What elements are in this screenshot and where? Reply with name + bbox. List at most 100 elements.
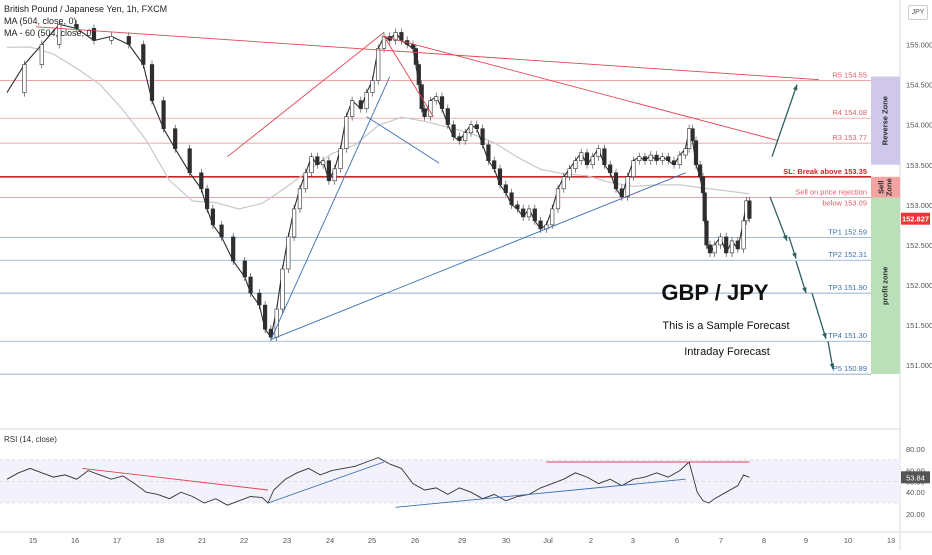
rsi-divergence-up: [267, 461, 385, 504]
candle-body: [262, 304, 268, 330]
candle-body: [642, 156, 648, 161]
x-tick-label: 29: [458, 536, 466, 545]
candle-body: [416, 64, 421, 85]
trendline-rise: [227, 32, 385, 158]
rsi-y-tick-label: 20.00: [906, 510, 925, 519]
candle-body: [370, 80, 375, 93]
y-tick-label: 151.000: [906, 361, 932, 370]
candle-body: [364, 92, 369, 109]
x-tick-label: 16: [71, 536, 79, 545]
candle-body: [526, 208, 532, 218]
candle-body: [683, 148, 688, 156]
candle-body: [637, 156, 642, 161]
candle-body: [474, 124, 479, 129]
candle-body: [199, 172, 204, 190]
candle-body: [231, 236, 236, 262]
x-tick-label: 22: [240, 536, 248, 545]
x-tick-label: 3: [631, 536, 635, 545]
zone-label: profit zone: [880, 267, 889, 305]
x-tick-label: 24: [326, 536, 334, 545]
level-label: TP4 151.30: [828, 331, 867, 340]
currency-badge[interactable]: JPY: [908, 5, 928, 20]
y-tick-label: 153.000: [906, 201, 932, 210]
candle-body: [344, 116, 349, 149]
candle-body: [468, 124, 474, 133]
candle-body: [422, 108, 427, 117]
candle-body: [173, 128, 178, 149]
candle-body: [358, 100, 363, 109]
candle-body: [590, 156, 595, 165]
candle-body: [187, 148, 192, 174]
x-tick-label: 9: [804, 536, 808, 545]
candle-body: [619, 188, 624, 198]
rsi-y-tick-label: 60.00: [906, 467, 925, 476]
candle-body: [608, 164, 613, 174]
level-label: P5 150.89: [833, 364, 867, 373]
candle-body: [747, 200, 752, 219]
ma1-legend: MA (504, close, 0): [4, 16, 77, 26]
candle-body: [413, 48, 419, 65]
candle-body: [39, 44, 44, 65]
candle-body: [480, 128, 485, 145]
forecast-arrow-down-4: [811, 292, 827, 339]
candle-body: [693, 140, 699, 166]
candle-body: [57, 24, 62, 45]
candle-body: [309, 156, 314, 173]
level-label: below 153.09: [822, 199, 867, 208]
candle-body: [91, 28, 97, 41]
candle-body: [735, 240, 740, 250]
chart-subtitle-1: This is a Sample Forecast: [662, 320, 789, 332]
candle-body: [654, 154, 659, 162]
x-tick-label: 17: [113, 536, 121, 545]
x-tick-label: 13: [887, 536, 895, 545]
candle-body: [677, 154, 682, 166]
candle-body: [602, 148, 607, 165]
forecast-arrow-up: [771, 84, 798, 157]
candle-body: [686, 128, 692, 149]
x-tick-label: 30: [502, 536, 510, 545]
zone-reverse-zone: [871, 76, 900, 165]
level-label: TP2 152.31: [828, 250, 867, 259]
candle-body: [718, 236, 723, 246]
rsi-value-tag: [901, 471, 930, 484]
trendline-support: [270, 172, 686, 341]
x-tick-label: 26: [411, 536, 419, 545]
candle-body: [613, 172, 619, 190]
x-tick-label: 25: [368, 536, 376, 545]
candle-body: [74, 24, 79, 29]
zone-label: Sell: [876, 181, 885, 194]
forecast-arrow-down-4-head: [822, 332, 827, 339]
candle-body: [161, 100, 166, 129]
candle-body: [205, 188, 210, 210]
candle-body: [625, 176, 630, 198]
forecast-arrow-down-5-head: [829, 363, 835, 370]
candle-body: [410, 44, 416, 49]
x-tick-label: 7: [719, 536, 723, 545]
candle-body: [297, 188, 303, 210]
rsi-y-tick-label: 80.00: [906, 445, 925, 454]
candle-body: [445, 108, 450, 125]
chart-title: GBP / JPY: [661, 280, 769, 305]
x-tick-label: Jul: [543, 536, 553, 545]
x-tick-label: 10: [844, 536, 852, 545]
candle-body: [509, 192, 514, 206]
forecast-arrow-down-3-head: [802, 287, 807, 294]
candle-body: [724, 236, 729, 254]
candle-body: [486, 144, 491, 161]
candle-body: [567, 168, 572, 178]
candle-body: [702, 192, 707, 222]
candle-body: [349, 100, 355, 117]
candle-body: [666, 156, 671, 161]
candle-body: [741, 220, 746, 250]
zone-label: Zone: [884, 178, 893, 196]
x-tick-label: 6: [675, 536, 679, 545]
y-tick-label: 155.000: [906, 41, 932, 50]
candle-body: [141, 44, 146, 65]
candle-body: [532, 208, 537, 222]
candle-body: [393, 32, 398, 41]
rsi-value-label: 53.84: [906, 473, 925, 482]
candle-body: [521, 208, 526, 218]
candle-body: [326, 160, 332, 181]
